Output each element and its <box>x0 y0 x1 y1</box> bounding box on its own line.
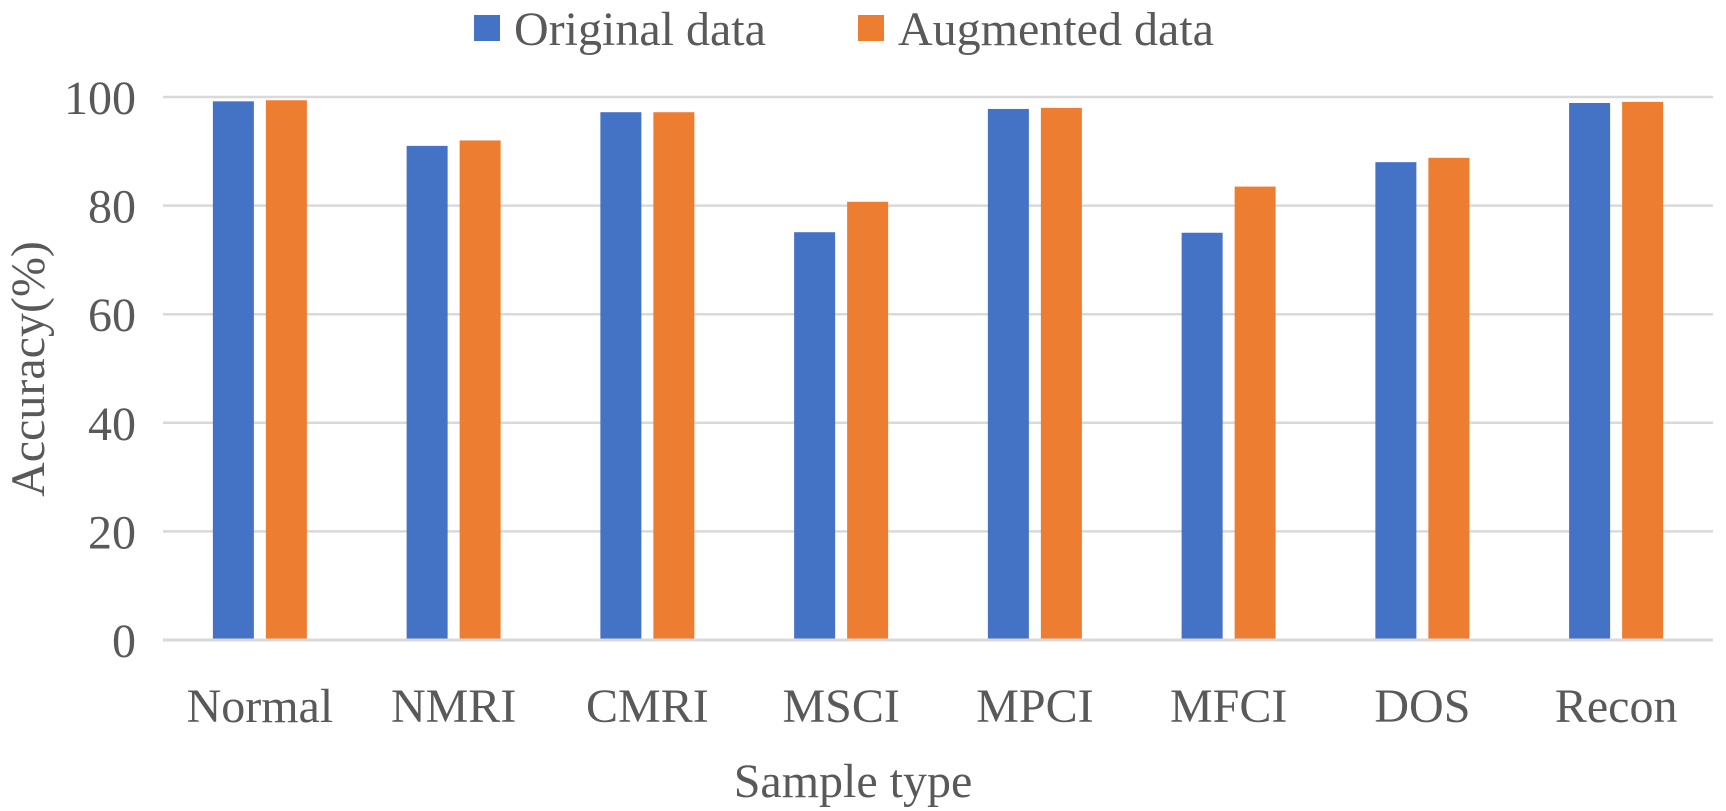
bar-dos-original <box>1375 162 1417 640</box>
bar-mfci-augmented <box>1234 186 1276 640</box>
bar-msci-augmented <box>847 201 889 640</box>
x-tick-labels: Normal NMRI CMRI MSCI MPCI MFCI DOS Recon <box>187 680 1678 733</box>
y-tick-labels: 0 20 40 60 80 100 <box>64 72 136 668</box>
legend-swatch-augmented <box>858 15 884 41</box>
gridlines <box>163 95 1713 533</box>
legend-swatch-original <box>474 15 500 41</box>
bar-dos-augmented <box>1428 157 1470 641</box>
bar-msci-original <box>794 232 836 640</box>
x-axis-title: Sample type <box>734 755 973 808</box>
legend-label-augmented: Augmented data <box>898 3 1214 56</box>
x-tick-label-recon: Recon <box>1555 680 1678 733</box>
bar-recon-augmented <box>1622 101 1664 640</box>
y-tick-label-80: 80 <box>88 181 136 234</box>
bar-recon-original <box>1569 102 1611 640</box>
x-tick-label-cmri: CMRI <box>586 680 709 733</box>
x-tick-label-normal: Normal <box>187 680 334 733</box>
bars <box>212 100 1664 641</box>
bar-mpci-original <box>987 108 1029 641</box>
y-tick-label-0: 0 <box>112 615 136 668</box>
bar-nmri-original <box>406 145 448 640</box>
bar-normal-augmented <box>265 100 307 641</box>
bar-cmri-original <box>600 112 642 641</box>
y-tick-label-40: 40 <box>88 398 136 451</box>
bar-mpci-augmented <box>1040 107 1082 641</box>
x-tick-label-dos: DOS <box>1374 680 1470 733</box>
bar-mfci-original <box>1181 232 1223 640</box>
bar-cmri-augmented <box>653 112 695 641</box>
y-tick-label-100: 100 <box>64 72 136 125</box>
y-axis-title: Accuracy(%) <box>2 241 55 497</box>
y-tick-label-60: 60 <box>88 289 136 342</box>
bar-nmri-augmented <box>459 140 501 640</box>
y-tick-label-20: 20 <box>88 506 136 559</box>
bar-normal-original <box>212 101 254 641</box>
x-tick-label-msci: MSCI <box>782 680 899 733</box>
x-tick-label-mpci: MPCI <box>976 680 1093 733</box>
x-tick-label-mfci: MFCI <box>1170 680 1287 733</box>
legend: Original data Augmented data <box>474 3 1214 56</box>
legend-label-original: Original data <box>514 3 766 56</box>
x-tick-label-nmri: NMRI <box>391 680 516 733</box>
